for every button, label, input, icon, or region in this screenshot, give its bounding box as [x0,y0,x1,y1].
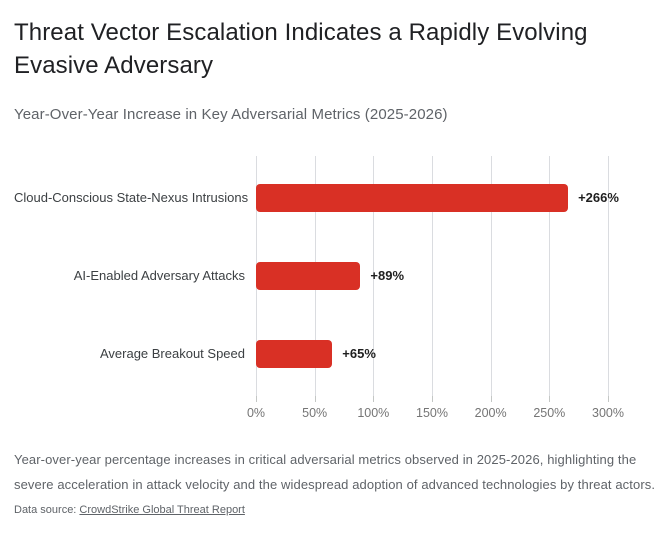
data-source-label: Data source: [14,504,80,516]
page-title-line-1: Threat Vector Escalation Indicates a Rap… [14,19,588,46]
bar [256,262,361,290]
x-axis-tick-label: 300% [592,406,624,420]
x-axis-tick-label: 100% [357,406,390,420]
data-source-link[interactable]: CrowdStrike Global Threat Report [79,504,245,516]
category-label: AI-Enabled Adversary Attacks [73,268,245,283]
bar [256,184,569,212]
bar-value-label: +65% [342,346,376,361]
gridline [490,156,492,396]
axis-tick-mark [490,396,492,402]
category-label: Cloud-Conscious State-Nexus Intrusions [14,190,249,205]
axis-tick-mark [256,396,257,402]
axis-tick-mark [608,396,609,402]
gridline [608,156,609,396]
gridline [432,156,433,396]
data-source-line: Data source: CrowdStrike Global Threat R… [14,504,658,516]
bar-value-label: +266% [578,190,619,205]
bar-value-label: +89% [370,268,405,283]
horizontal-bar-chart: 0% 50% 100% 150% 200% 250% 300% Cloud-Conscious… [14,154,658,424]
chart-description: Year-over-year percentage increases in c… [14,452,656,492]
x-axis-tick-label: 250% [533,406,566,420]
axis-tick-mark [373,396,375,402]
page-title: Threat Vector Escalation Indicates a Rap… [14,16,658,82]
axis-tick-mark [549,396,551,402]
page-title-line-2: Evasive Adversary [14,52,214,79]
infographic-page: Threat Vector Escalation Indicates a Rap… [0,16,672,541]
chart-subtitle: Year-Over-Year Increase in Key Adversari… [14,106,448,123]
gridline [549,156,551,396]
category-label: Average Breakout Speed [99,346,245,361]
bar [256,340,333,368]
axis-tick-mark [432,396,433,402]
axis-tick-mark [314,396,316,402]
x-axis-tick-label: 200% [474,406,507,420]
gridline [373,156,375,396]
x-axis-tick-label: 0% [246,406,266,420]
x-axis-tick-label: 50% [302,406,328,420]
x-axis-tick-label: 150% [416,406,448,420]
